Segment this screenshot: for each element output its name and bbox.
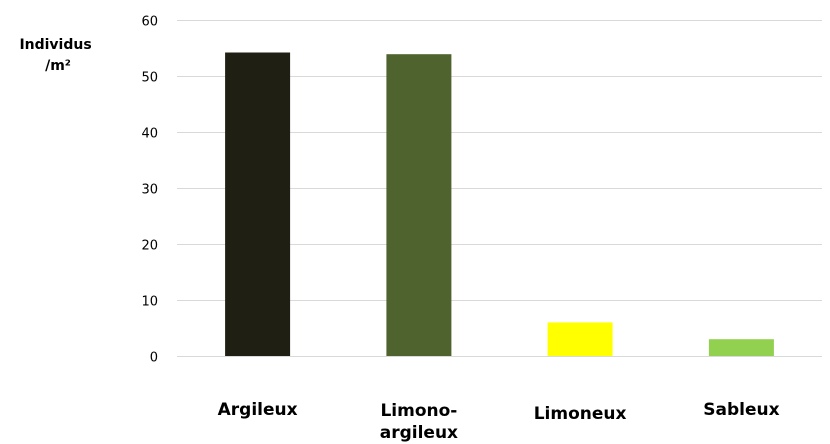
x-category-label: Limoneux [534, 404, 627, 424]
x-category-label-line: Limoneux [534, 404, 627, 424]
x-category-label-line: argileux [380, 423, 458, 443]
bar [225, 52, 291, 356]
bar [386, 54, 452, 356]
x-axis-categories: Argileux Limono-argileux Limoneux Sableux [218, 400, 780, 443]
bars [225, 52, 774, 356]
bar [547, 322, 613, 356]
y-tick-label: 40 [141, 127, 158, 142]
bar [708, 339, 774, 356]
y-tick-label: 60 [141, 15, 158, 30]
x-category-label: Limono-argileux [380, 401, 458, 443]
x-category-label: Argileux [218, 400, 298, 420]
y-axis-title: Individus /m² [19, 37, 96, 74]
y-axis-ticks: 0 10 20 30 40 50 60 [141, 15, 158, 366]
x-category-label: Sableux [703, 400, 779, 420]
y-tick-label: 20 [141, 239, 158, 254]
x-category-label-line: Argileux [218, 400, 298, 420]
y-axis-title-line: Individus [19, 37, 91, 53]
x-category-label-line: Limono- [380, 401, 457, 421]
y-tick-label: 50 [141, 71, 158, 86]
y-tick-label: 10 [141, 295, 158, 310]
x-category-label-line: Sableux [703, 400, 779, 420]
y-axis-title-line: /m² [45, 58, 71, 74]
y-tick-label: 30 [141, 183, 158, 198]
y-tick-label: 0 [150, 351, 158, 366]
